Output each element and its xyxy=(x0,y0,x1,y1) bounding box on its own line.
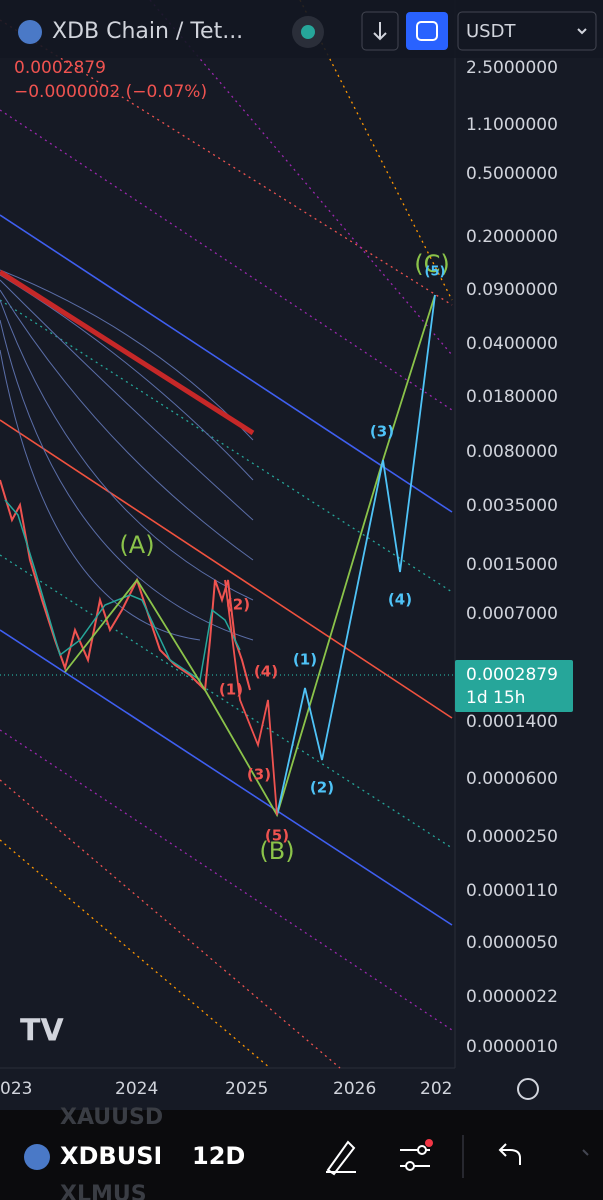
x-tick-label: 2025 xyxy=(225,1079,268,1099)
y-tick-label: 1.1000000 xyxy=(466,115,558,135)
wave-label: (4) xyxy=(254,663,278,681)
wave-label: (4) xyxy=(388,591,412,609)
x-axis: 023 2024 2025 2026 202 xyxy=(0,1079,452,1099)
y-tick-label: 0.0000022 xyxy=(466,987,558,1007)
last-price: 0.0002879 xyxy=(14,58,106,78)
tv-logo: TV xyxy=(20,1014,64,1049)
drawings xyxy=(0,0,455,1069)
chevron xyxy=(577,28,587,35)
y-tick-label: 0.2000000 xyxy=(466,227,558,247)
toolbar xyxy=(0,1110,603,1200)
chart-bg xyxy=(0,0,603,1110)
toolbar-symbol[interactable]: XDBUSD xyxy=(60,1142,173,1170)
slider-knob xyxy=(417,1145,427,1155)
symbol-icon xyxy=(24,1144,50,1170)
x-tick-label: 2024 xyxy=(115,1079,158,1099)
wave-label: (1) xyxy=(219,681,243,699)
wave-label: (2) xyxy=(226,596,250,614)
y-axis: 2.5000000 1.1000000 0.5000000 0.2000000 0.09… xyxy=(466,58,558,1057)
draw-tool[interactable] xyxy=(326,1140,356,1176)
download-icon xyxy=(373,22,387,41)
x-tick-label: 023 xyxy=(0,1079,32,1099)
y-tick-label: 0.0080000 xyxy=(466,442,558,462)
watchlist-item: XLMUS xyxy=(60,1182,147,1200)
x-tick-label: 2026 xyxy=(333,1079,376,1099)
wave-label: (1) xyxy=(293,651,317,669)
y-tick-label: 0.0007000 xyxy=(466,604,558,624)
toolbar-interval[interactable]: 12D xyxy=(192,1142,245,1170)
y-tick-label: 0.0180000 xyxy=(466,387,558,407)
wave-label: (B) xyxy=(259,837,294,865)
wave-label: (A) xyxy=(119,531,154,559)
wave-labels: (A) (B) (C) (1) (2) (3) (4) (5) (2) (4) (1) (3) (5) xyxy=(119,250,449,865)
y-tick-label: 0.0000110 xyxy=(466,881,558,901)
y-tick-label: 0.0000050 xyxy=(466,933,558,953)
y-tick-label: 0.0000600 xyxy=(466,769,558,789)
y-tick-label: 2.5000000 xyxy=(466,58,558,78)
watchlist-item: XAUUSD xyxy=(60,1105,163,1130)
y-tick-label: 0.5000000 xyxy=(466,164,558,184)
y-tick-label: 0.0001400 xyxy=(466,712,558,732)
badge xyxy=(425,1139,433,1147)
wave-label: (3) xyxy=(247,766,271,784)
price-change: −0.0000002 (−0.07%) xyxy=(14,82,207,102)
y-tick-label: 0.0000010 xyxy=(466,1037,558,1057)
symbol-icon xyxy=(18,20,42,44)
fullscreen-button[interactable] xyxy=(406,12,448,50)
wave-label: (5) xyxy=(425,265,446,280)
download-button[interactable] xyxy=(361,11,399,51)
price-tag-value: 0.0002879 xyxy=(466,665,558,685)
price-tag xyxy=(455,660,573,712)
wave-label: (5) xyxy=(265,827,289,845)
y-tick-label: 0.0000250 xyxy=(466,827,558,847)
fullscreen-icon xyxy=(416,21,438,41)
undo-button[interactable] xyxy=(498,1143,521,1165)
symbol-fade xyxy=(160,1135,180,1179)
wave-label: (2) xyxy=(310,779,334,797)
y-tick-label: 0.0015000 xyxy=(466,555,558,575)
status-dot xyxy=(301,25,315,39)
currency-select[interactable] xyxy=(457,11,597,51)
wave-label: (C) xyxy=(414,250,449,278)
y-tick-label: 0.0400000 xyxy=(466,334,558,354)
slider-knob xyxy=(405,1161,415,1171)
settings-icon[interactable] xyxy=(517,1078,539,1100)
symbol-title[interactable]: XDB Chain / Tet... xyxy=(52,19,243,44)
y-tick-label: 0.0900000 xyxy=(466,280,558,300)
wave-label: (3) xyxy=(370,423,394,441)
currency-text: USDT xyxy=(466,21,516,42)
x-tick-label: 202 xyxy=(420,1079,452,1099)
redo-button[interactable] xyxy=(582,1149,589,1156)
price-tag-countdown: 1d 15h xyxy=(466,688,525,708)
y-tick-label: 0.0035000 xyxy=(466,496,558,516)
